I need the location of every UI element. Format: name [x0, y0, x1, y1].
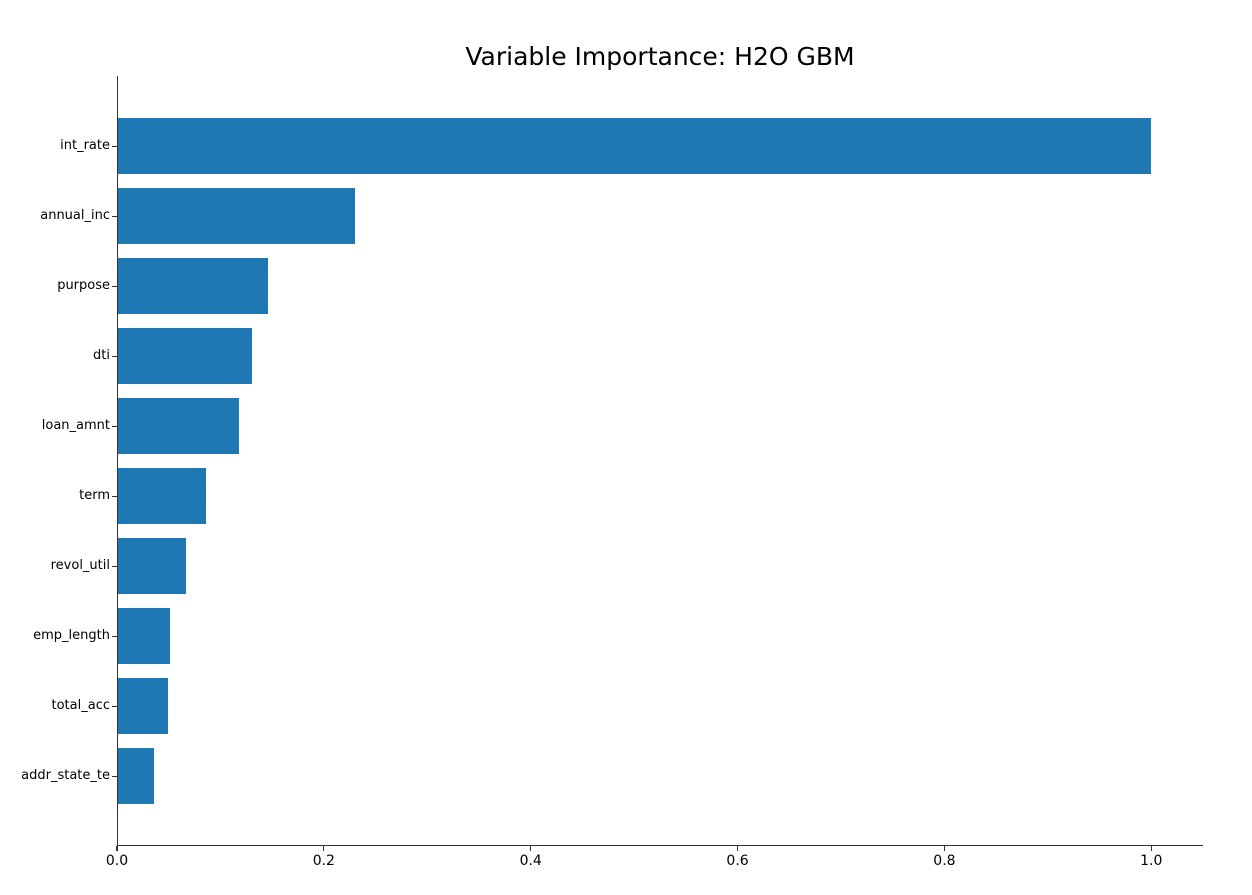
- x-tick-mark: [943, 846, 946, 851]
- bar-term: [118, 468, 206, 524]
- x-tick-mark: [1150, 846, 1152, 851]
- y-tick-mark: [112, 215, 117, 217]
- x-tick-label-1.0: 1.0: [1140, 853, 1163, 869]
- chart-title: Variable Importance: H2O GBM: [465, 42, 855, 71]
- y-axis-label-int_rate: int_rate: [60, 138, 110, 153]
- x-tick-label-0.8: 0.8: [933, 853, 956, 869]
- y-axis-label-term: term: [79, 488, 110, 503]
- y-tick-mark: [112, 635, 117, 637]
- y-axis-label-purpose: purpose: [57, 278, 110, 293]
- y-tick-mark: [112, 565, 117, 567]
- y-axis-label-emp_length: emp_length: [33, 628, 110, 643]
- y-axis-label-dti: dti: [93, 348, 110, 363]
- bar-purpose: [118, 258, 268, 314]
- bar-addr_state_te: [118, 748, 155, 804]
- y-tick-mark: [112, 145, 117, 147]
- bar-annual_inc: [118, 188, 355, 244]
- y-tick-mark: [112, 355, 117, 357]
- x-tick-label-0.4: 0.4: [519, 853, 542, 869]
- y-tick-mark: [112, 705, 117, 707]
- y-axis-label-loan_amnt: loan_amnt: [41, 418, 110, 433]
- bar-dti: [118, 328, 253, 384]
- y-axis-label-addr_state_te: addr_state_te: [21, 768, 110, 783]
- x-tick-label-0.2: 0.2: [312, 853, 335, 869]
- x-tick-label-0.0: 0.0: [105, 853, 129, 869]
- bar-total_acc: [118, 678, 168, 734]
- y-tick-mark: [112, 775, 117, 777]
- y-tick-mark: [112, 425, 117, 427]
- x-tick-mark: [530, 846, 532, 851]
- x-tick-label-0.6: 0.6: [726, 853, 749, 869]
- bar-loan_amnt: [118, 398, 239, 454]
- y-tick-mark: [112, 285, 117, 287]
- bar-revol_util: [118, 538, 187, 594]
- x-tick-mark: [323, 846, 325, 851]
- y-axis-label-annual_inc: annual_inc: [40, 208, 110, 223]
- bar-emp_length: [118, 608, 170, 664]
- x-tick-mark: [736, 846, 739, 851]
- plot-area: [117, 76, 1203, 846]
- y-tick-mark: [112, 495, 117, 497]
- bar-int_rate: [118, 118, 1152, 174]
- x-tick-mark: [116, 846, 118, 851]
- y-axis-label-total_acc: total_acc: [51, 698, 111, 713]
- y-axis-label-revol_util: revol_util: [50, 558, 110, 573]
